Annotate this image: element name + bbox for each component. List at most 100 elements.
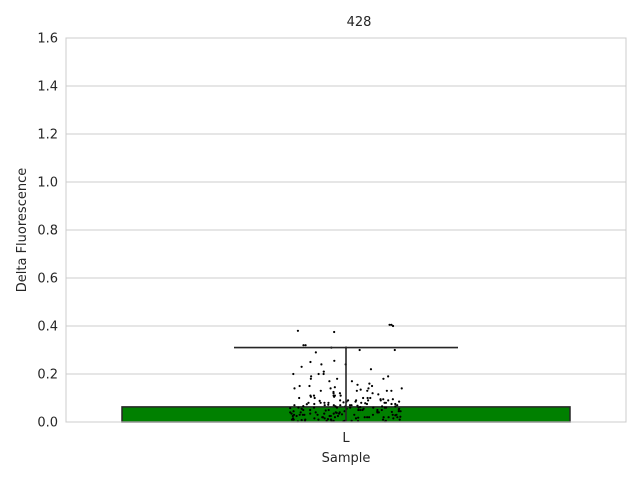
data-point xyxy=(376,411,379,414)
data-point xyxy=(327,401,330,404)
data-point xyxy=(348,404,352,407)
data-point xyxy=(357,406,360,409)
data-point xyxy=(308,384,311,388)
data-point xyxy=(323,412,326,415)
y-tick-label: 1.4 xyxy=(37,80,58,95)
data-point xyxy=(304,344,307,347)
data-point xyxy=(295,414,298,418)
data-point xyxy=(359,388,362,391)
data-point xyxy=(326,418,330,421)
data-point xyxy=(313,417,316,420)
data-point xyxy=(293,387,296,390)
data-point xyxy=(350,380,354,383)
data-point xyxy=(339,399,342,402)
data-point xyxy=(390,410,393,414)
data-point xyxy=(390,389,393,392)
y-tick-label: 1.0 xyxy=(37,176,58,191)
data-point xyxy=(382,398,385,401)
data-point xyxy=(357,408,360,412)
data-point xyxy=(324,409,327,412)
y-tick-label: 0.4 xyxy=(37,320,58,335)
data-point xyxy=(356,404,359,407)
data-point xyxy=(397,408,400,411)
data-point xyxy=(366,389,369,392)
data-point xyxy=(354,400,357,403)
data-point xyxy=(305,403,308,406)
data-point xyxy=(319,401,322,404)
data-point xyxy=(302,408,305,412)
data-point xyxy=(327,403,330,406)
data-point xyxy=(388,323,391,326)
data-point xyxy=(353,413,356,416)
data-point xyxy=(291,414,294,418)
data-point xyxy=(381,418,385,421)
data-point xyxy=(354,417,358,420)
data-point xyxy=(340,413,344,416)
y-tick-label: 1.6 xyxy=(37,32,58,47)
data-point xyxy=(366,396,369,400)
data-point xyxy=(309,360,312,364)
data-point xyxy=(297,406,300,409)
data-point xyxy=(366,416,369,419)
data-point xyxy=(312,406,316,409)
data-point xyxy=(391,398,394,401)
data-point xyxy=(323,417,326,420)
data-point xyxy=(350,419,353,422)
data-point xyxy=(394,414,397,417)
data-point xyxy=(369,368,373,371)
data-point xyxy=(399,410,402,413)
data-point xyxy=(339,404,342,407)
data-point xyxy=(356,383,359,386)
data-point xyxy=(384,406,388,409)
data-point xyxy=(391,413,394,416)
data-point xyxy=(368,416,371,419)
data-point xyxy=(313,396,316,400)
data-point xyxy=(399,415,402,418)
data-point xyxy=(364,402,367,405)
data-point xyxy=(359,406,362,409)
data-point xyxy=(396,404,399,407)
data-point xyxy=(292,418,295,421)
data-point xyxy=(372,406,375,409)
data-point xyxy=(394,402,397,406)
data-point xyxy=(370,384,374,388)
data-point xyxy=(358,348,361,352)
data-point xyxy=(302,344,305,347)
data-point xyxy=(323,404,326,407)
data-point xyxy=(393,348,396,352)
data-point xyxy=(314,351,317,354)
data-point xyxy=(390,402,393,406)
data-point xyxy=(301,413,304,416)
y-tick-label: 0.0 xyxy=(37,416,58,431)
data-point xyxy=(333,359,336,362)
data-point xyxy=(387,399,390,402)
data-point xyxy=(361,408,364,412)
y-axis-title: Delta Fluorescence xyxy=(15,168,30,292)
y-tick-label: 1.2 xyxy=(37,128,58,143)
data-point xyxy=(303,413,306,416)
data-point xyxy=(346,399,350,402)
data-point xyxy=(336,414,340,418)
data-point xyxy=(343,410,346,413)
data-point xyxy=(321,416,325,419)
data-point xyxy=(292,410,295,413)
y-tick-label: 0.6 xyxy=(37,272,58,287)
data-point xyxy=(310,375,313,378)
data-point xyxy=(367,387,370,390)
data-point xyxy=(387,375,390,378)
data-point xyxy=(335,411,338,414)
data-point xyxy=(380,405,384,408)
data-point xyxy=(298,396,301,400)
data-point xyxy=(320,363,323,366)
data-point xyxy=(349,406,352,409)
data-point xyxy=(367,399,370,402)
data-point xyxy=(333,330,336,334)
data-point xyxy=(317,372,320,376)
data-point xyxy=(309,408,312,412)
data-point xyxy=(400,387,403,390)
data-point xyxy=(300,365,303,368)
data-point xyxy=(325,419,328,422)
data-point xyxy=(298,413,301,416)
data-point xyxy=(322,370,325,373)
